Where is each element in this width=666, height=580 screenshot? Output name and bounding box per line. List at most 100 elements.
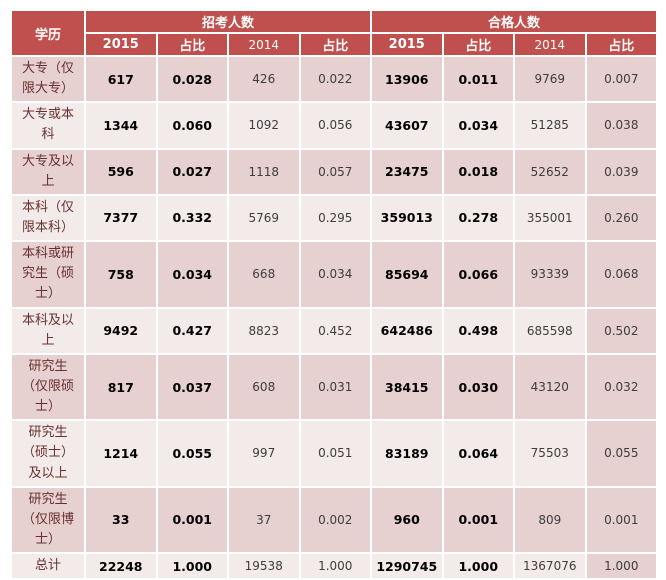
cell-recruited-2015-ratio: 0.332 (155, 193, 229, 243)
corner-header-education-level: 学历 (10, 9, 86, 57)
row-label: 研究生（仅限硕士） (10, 352, 86, 422)
cell-recruited-2015-ratio: 0.060 (155, 101, 229, 150)
row-label: 本科（仅限本科） (10, 193, 86, 243)
table-row: 研究生（仅限硕士） 817 0.037 608 0.031 38415 0.03… (10, 352, 659, 422)
cell-qualified-2014-ratio: 1.000 (584, 552, 659, 580)
column-header-qualified-2014-ratio: 占比 (584, 32, 659, 57)
cell-qualified-2015: 43607 (370, 101, 444, 150)
cell-qualified-2014-ratio: 0.038 (584, 101, 659, 150)
column-header-recruited-2014: 2014 (227, 32, 301, 57)
cell-qualified-2015: 23475 (370, 147, 444, 196)
cell-recruited-2015: 9492 (84, 306, 158, 355)
cell-qualified-2015-ratio: 0.030 (441, 352, 516, 422)
cell-recruited-2014-ratio: 0.002 (298, 485, 373, 555)
group-header-qualified: 合格人数 (370, 9, 659, 34)
cell-qualified-2015-ratio: 0.034 (441, 101, 516, 150)
row-label-total: 总计 (10, 552, 86, 580)
cell-recruited-2014-ratio: 1.000 (298, 552, 373, 580)
table-row: 研究生（硕士）及以上 1214 0.055 997 0.051 83189 0.… (10, 419, 659, 488)
cell-qualified-2015-ratio: 0.278 (441, 193, 516, 243)
cell-qualified-2014: 809 (513, 485, 587, 555)
cell-recruited-2014-ratio: 0.051 (298, 419, 373, 488)
cell-recruited-2015: 7377 (84, 193, 158, 243)
cell-recruited-2015-ratio: 1.000 (155, 552, 229, 580)
cell-recruited-2015-ratio: 0.001 (155, 485, 229, 555)
cell-recruited-2014: 5769 (227, 193, 301, 243)
cell-recruited-2015-ratio: 0.034 (155, 240, 229, 309)
table-row: 本科（仅限本科） 7377 0.332 5769 0.295 359013 0.… (10, 193, 659, 243)
group-header-recruited: 招考人数 (83, 9, 373, 34)
cell-recruited-2014-ratio: 0.057 (298, 147, 373, 196)
cell-recruited-2014-ratio: 0.034 (298, 240, 373, 309)
cell-qualified-2014: 52652 (513, 147, 587, 196)
column-header-qualified-2015-ratio: 占比 (441, 32, 516, 57)
cell-recruited-2014-ratio: 0.295 (298, 193, 373, 243)
column-header-recruited-2014-ratio: 占比 (298, 32, 373, 57)
sub-header-row: 2015 占比 2014 占比 2015 占比 2014 占比 (11, 32, 659, 57)
cell-qualified-2014-ratio: 0.007 (584, 54, 659, 104)
column-header-recruited-2015-ratio: 占比 (155, 32, 229, 57)
row-label: 大专（仅限大专） (10, 54, 86, 104)
row-label: 研究生（硕士）及以上 (10, 419, 86, 488)
cell-qualified-2015: 960 (370, 485, 444, 555)
table-row: 大专（仅限大专） 617 0.028 426 0.022 13906 0.011… (10, 54, 659, 104)
table-row: 本科及以上 9492 0.427 8823 0.452 642486 0.498… (10, 306, 659, 355)
group-header-row: 学历 招考人数 合格人数 (10, 9, 659, 57)
cell-recruited-2014-ratio: 0.056 (298, 101, 373, 150)
cell-recruited-2014-ratio: 0.031 (298, 352, 373, 422)
cell-qualified-2014: 75503 (513, 419, 587, 488)
cell-qualified-2015-ratio: 0.498 (441, 306, 516, 355)
table-row: 大专或本科 1344 0.060 1092 0.056 43607 0.034 … (10, 101, 659, 150)
table-row: 大专及以上 596 0.027 1118 0.057 23475 0.018 5… (10, 147, 659, 196)
cell-qualified-2015-ratio: 1.000 (441, 552, 516, 580)
cell-recruited-2015-ratio: 0.427 (155, 306, 229, 355)
cell-recruited-2015: 1214 (84, 419, 158, 488)
cell-qualified-2015: 38415 (370, 352, 444, 422)
cell-qualified-2015: 85694 (370, 240, 444, 309)
cell-qualified-2015-ratio: 0.066 (441, 240, 516, 309)
cell-recruited-2014: 1092 (227, 101, 301, 150)
cell-recruited-2015: 817 (84, 352, 158, 422)
cell-qualified-2015: 83189 (370, 419, 444, 488)
column-header-recruited-2015: 2015 (84, 32, 158, 57)
cell-recruited-2015: 33 (84, 485, 158, 555)
table-row-total: 总计 22248 1.000 19538 1.000 1290745 1.000… (10, 552, 659, 580)
cell-qualified-2015: 642486 (370, 306, 444, 355)
cell-qualified-2014-ratio: 0.055 (584, 419, 659, 488)
cell-recruited-2015: 758 (84, 240, 158, 309)
cell-qualified-2015-ratio: 0.018 (441, 147, 516, 196)
row-label: 研究生（仅限博士） (10, 485, 86, 555)
table-row: 本科或研究生（硕士） 758 0.034 668 0.034 85694 0.0… (10, 240, 659, 309)
cell-recruited-2015: 596 (84, 147, 158, 196)
cell-qualified-2014: 93339 (513, 240, 587, 309)
cell-recruited-2014: 8823 (227, 306, 301, 355)
cell-recruited-2014-ratio: 0.022 (298, 54, 373, 104)
cell-recruited-2015: 22248 (84, 552, 158, 580)
cell-recruited-2015-ratio: 0.055 (155, 419, 229, 488)
column-header-qualified-2015: 2015 (370, 32, 444, 57)
row-label: 大专及以上 (10, 147, 86, 196)
cell-qualified-2014-ratio: 0.260 (584, 193, 659, 243)
cell-qualified-2015-ratio: 0.064 (441, 419, 516, 488)
cell-recruited-2015-ratio: 0.037 (155, 352, 229, 422)
cell-qualified-2014: 685598 (513, 306, 587, 355)
cell-qualified-2014: 355001 (513, 193, 587, 243)
cell-recruited-2014: 19538 (227, 552, 301, 580)
cell-recruited-2014: 1118 (227, 147, 301, 196)
cell-recruited-2015: 617 (84, 54, 158, 104)
table-row: 研究生（仅限博士） 33 0.001 37 0.002 960 0.001 80… (10, 485, 659, 555)
cell-recruited-2014-ratio: 0.452 (298, 306, 373, 355)
cell-recruited-2014: 997 (227, 419, 301, 488)
cell-recruited-2015-ratio: 0.027 (155, 147, 229, 196)
cell-qualified-2015: 1290745 (370, 552, 444, 580)
cell-recruited-2015-ratio: 0.028 (155, 54, 229, 104)
cell-qualified-2014-ratio: 0.502 (584, 306, 659, 355)
cell-qualified-2015: 359013 (370, 193, 444, 243)
row-label: 本科或研究生（硕士） (10, 240, 86, 309)
cell-qualified-2014-ratio: 0.068 (584, 240, 659, 309)
cell-recruited-2015: 1344 (84, 101, 158, 150)
education-statistics-table-container: 学历 招考人数 合格人数 2015 占比 2014 占比 2015 占比 201… (10, 9, 659, 580)
cell-recruited-2014: 37 (227, 485, 301, 555)
column-header-qualified-2014: 2014 (513, 32, 587, 57)
cell-recruited-2014: 608 (227, 352, 301, 422)
